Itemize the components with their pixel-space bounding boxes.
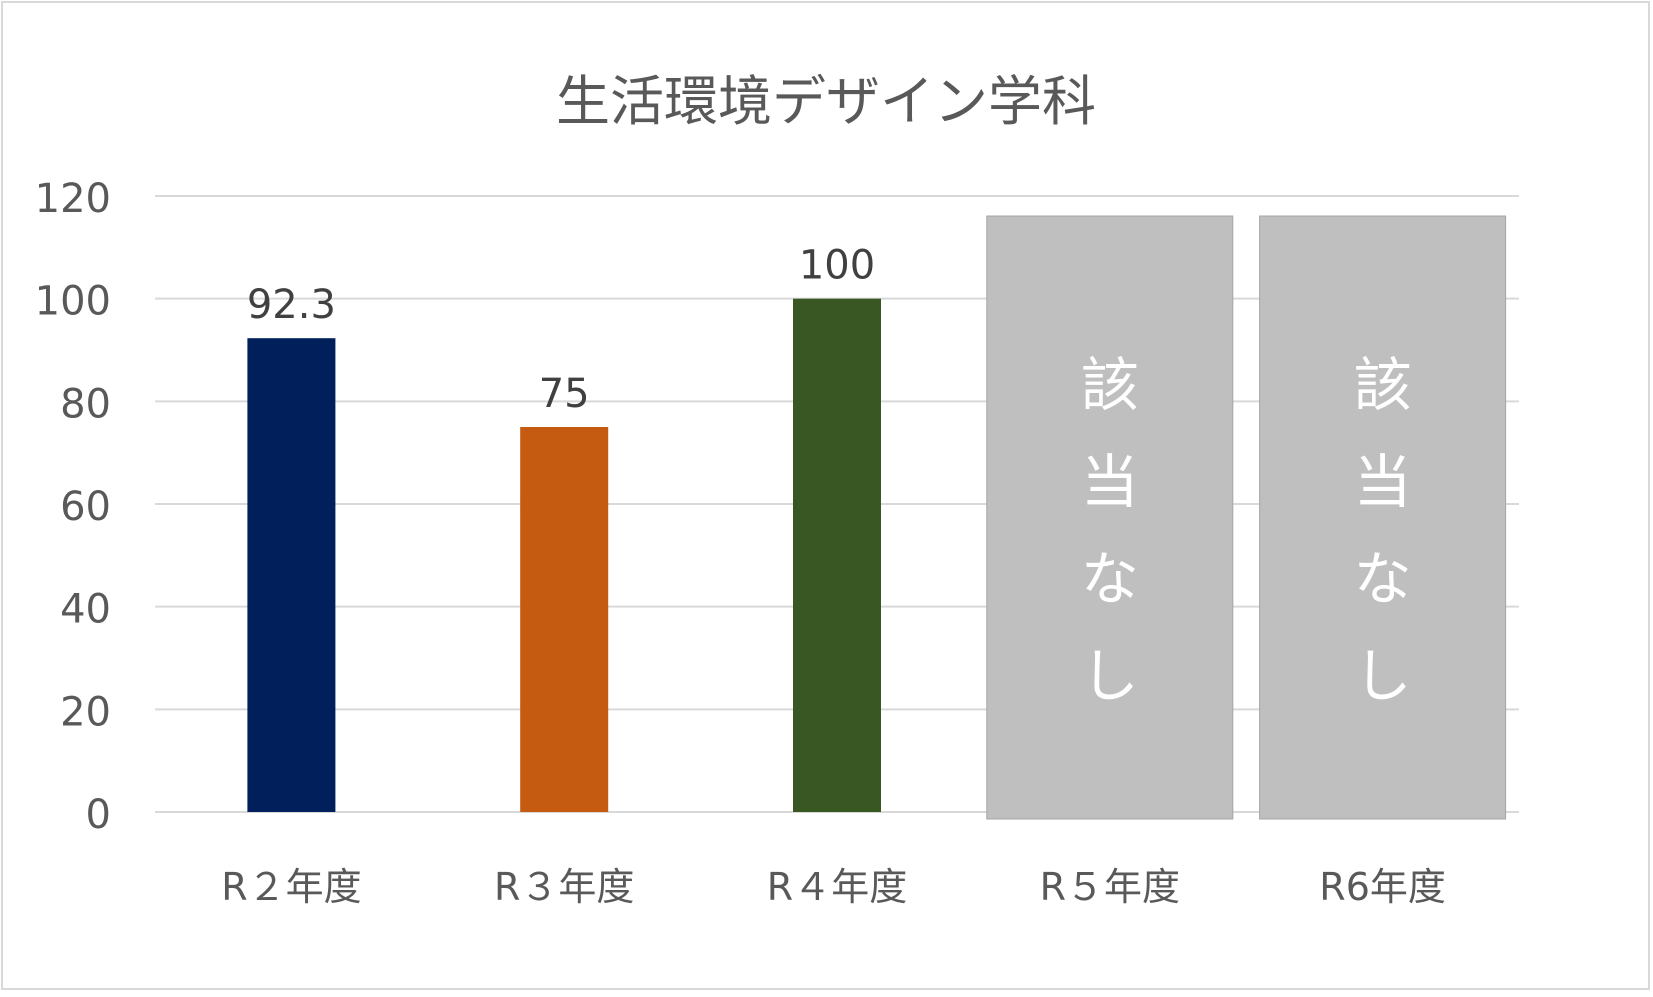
na-label: 該当なし bbox=[1081, 351, 1139, 710]
x-tick-label: R6年度 bbox=[1319, 865, 1446, 909]
y-tick-label: 60 bbox=[60, 484, 111, 530]
chart-title: 生活環境デザイン学科 bbox=[556, 70, 1096, 133]
data-label: 75 bbox=[539, 371, 590, 417]
y-tick-label: 100 bbox=[35, 279, 111, 325]
bar-chart: 生活環境デザイン学科 0 20 40 60 80 100 120 92.3 75 100 該当なし… bbox=[35, 70, 1519, 909]
data-label: 92.3 bbox=[247, 282, 336, 328]
y-tick-label: 80 bbox=[60, 381, 111, 427]
y-tick-label: 0 bbox=[86, 792, 111, 838]
y-tick-label: 40 bbox=[60, 587, 111, 633]
x-tick-label: R４年度 bbox=[767, 865, 907, 909]
bar bbox=[793, 298, 881, 813]
x-tick-label: R５年度 bbox=[1040, 865, 1180, 909]
bar bbox=[247, 338, 336, 812]
bars bbox=[247, 215, 1507, 820]
y-tick-label: 20 bbox=[60, 689, 111, 735]
y-tick-label: 120 bbox=[35, 176, 111, 222]
data-labels: 92.3 75 100 該当なし 該当なし bbox=[247, 243, 1412, 710]
x-tick-label: R２年度 bbox=[221, 865, 361, 909]
data-label: 100 bbox=[799, 243, 875, 289]
na-box bbox=[1259, 215, 1507, 820]
x-axis-labels: R２年度 R３年度 R４年度 R５年度 R6年度 bbox=[221, 865, 1446, 909]
na-label: 該当なし bbox=[1354, 351, 1412, 710]
y-axis-labels: 0 20 40 60 80 100 120 bbox=[35, 176, 111, 838]
x-tick-label: R３年度 bbox=[494, 865, 634, 909]
bar bbox=[520, 427, 609, 812]
na-box bbox=[986, 215, 1234, 820]
